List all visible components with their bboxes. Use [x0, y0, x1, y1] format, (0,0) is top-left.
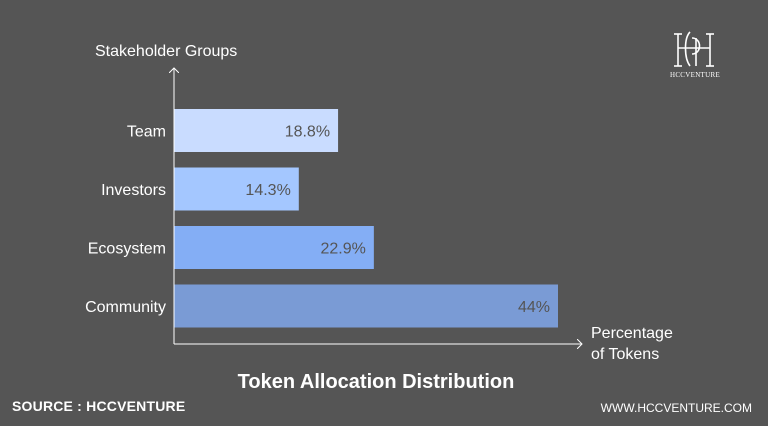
- y-axis-title: Stakeholder Groups: [95, 43, 237, 60]
- bar-team: [174, 109, 339, 152]
- x-axis-title: Percentage of Tokens: [591, 325, 673, 363]
- website-link[interactable]: WWW.HCCVENTURE.COM: [600, 401, 752, 415]
- value-label: 22.9%: [320, 241, 365, 258]
- bar-ecosystem: [174, 226, 374, 269]
- chart-title: Token Allocation Distribution: [238, 371, 515, 393]
- svg-text:HCCVENTURE: HCCVENTURE: [670, 71, 720, 79]
- bars-layer: Team 18.8% Investors 14.3% Ecosystem 22.9% Com…: [85, 109, 558, 328]
- source-label: SOURCE : HCCVENTURE: [12, 398, 186, 414]
- bar-investors: [174, 167, 299, 211]
- value-label: 18.8%: [285, 124, 330, 141]
- value-label: 14.3%: [245, 182, 290, 199]
- hcc-monogram-icon: HCCVENTURE: [670, 31, 720, 79]
- category-label: Ecosystem: [88, 241, 166, 258]
- value-label: 44%: [518, 299, 550, 316]
- category-label: Community: [85, 299, 166, 316]
- category-label: Team: [127, 124, 166, 141]
- bar-community: [174, 284, 558, 328]
- category-label: Investors: [101, 182, 166, 199]
